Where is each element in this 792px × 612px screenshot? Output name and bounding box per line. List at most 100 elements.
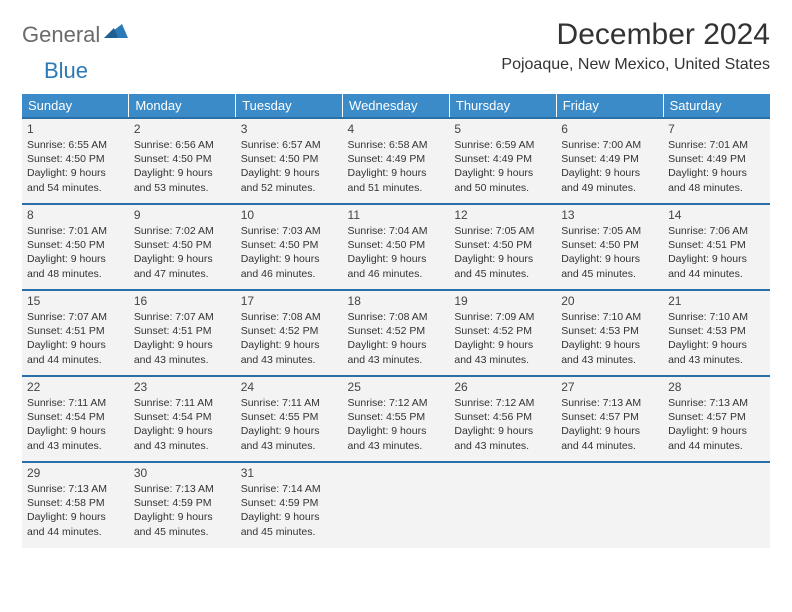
- daylight-line: Daylight: 9 hours and 53 minutes.: [134, 167, 213, 193]
- sunset-line: Sunset: 4:49 PM: [561, 153, 639, 165]
- sunset-line: Sunset: 4:59 PM: [241, 497, 319, 509]
- sunrise-line: Sunrise: 7:05 AM: [561, 225, 641, 237]
- sunset-line: Sunset: 4:58 PM: [27, 497, 105, 509]
- day-header: Saturday: [663, 94, 770, 118]
- day-number: 17: [241, 294, 338, 308]
- sunset-line: Sunset: 4:51 PM: [27, 325, 105, 337]
- daylight-line: Daylight: 9 hours and 43 minutes.: [134, 425, 213, 451]
- sunrise-line: Sunrise: 7:13 AM: [134, 483, 214, 495]
- day-number: 10: [241, 208, 338, 222]
- day-info: Sunrise: 7:14 AMSunset: 4:59 PMDaylight:…: [241, 482, 338, 539]
- daylight-line: Daylight: 9 hours and 44 minutes.: [668, 253, 747, 279]
- sunset-line: Sunset: 4:56 PM: [454, 411, 532, 423]
- sunset-line: Sunset: 4:50 PM: [241, 153, 319, 165]
- daylight-line: Daylight: 9 hours and 44 minutes.: [27, 511, 106, 537]
- day-number: 8: [27, 208, 124, 222]
- sunrise-line: Sunrise: 7:11 AM: [134, 397, 213, 409]
- sunset-line: Sunset: 4:52 PM: [241, 325, 319, 337]
- sunset-line: Sunset: 4:51 PM: [668, 239, 746, 251]
- day-number: 21: [668, 294, 765, 308]
- day-info: Sunrise: 7:07 AMSunset: 4:51 PMDaylight:…: [134, 310, 231, 367]
- sunrise-line: Sunrise: 7:01 AM: [27, 225, 107, 237]
- calendar-table: SundayMondayTuesdayWednesdayThursdayFrid…: [22, 94, 770, 548]
- sunset-line: Sunset: 4:49 PM: [454, 153, 532, 165]
- day-info: Sunrise: 6:58 AMSunset: 4:49 PMDaylight:…: [348, 138, 445, 195]
- day-number: 12: [454, 208, 551, 222]
- day-number: 16: [134, 294, 231, 308]
- calendar-week-row: 29Sunrise: 7:13 AMSunset: 4:58 PMDayligh…: [22, 462, 770, 548]
- day-number: 31: [241, 466, 338, 480]
- sunset-line: Sunset: 4:52 PM: [454, 325, 532, 337]
- sunrise-line: Sunrise: 7:08 AM: [241, 311, 321, 323]
- sunrise-line: Sunrise: 6:57 AM: [241, 139, 321, 151]
- daylight-line: Daylight: 9 hours and 43 minutes.: [668, 339, 747, 365]
- sunrise-line: Sunrise: 7:06 AM: [668, 225, 748, 237]
- sunrise-line: Sunrise: 7:08 AM: [348, 311, 428, 323]
- calendar-day-cell: 27 Sunrise: 7:13 AMSunset: 4:57 PMDayligh…: [556, 376, 663, 462]
- calendar-day-cell: 4 Sunrise: 6:58 AMSunset: 4:49 PMDaylight…: [343, 118, 450, 204]
- day-info: Sunrise: 7:11 AMSunset: 4:54 PMDaylight:…: [27, 396, 124, 453]
- day-info: Sunrise: 7:13 AMSunset: 4:59 PMDaylight:…: [134, 482, 231, 539]
- day-info: Sunrise: 7:00 AMSunset: 4:49 PMDaylight:…: [561, 138, 658, 195]
- day-number: 23: [134, 380, 231, 394]
- calendar-empty-cell: [556, 462, 663, 548]
- daylight-line: Daylight: 9 hours and 48 minutes.: [668, 167, 747, 193]
- daylight-line: Daylight: 9 hours and 44 minutes.: [27, 339, 106, 365]
- day-number: 2: [134, 122, 231, 136]
- day-number: 15: [27, 294, 124, 308]
- day-info: Sunrise: 7:08 AMSunset: 4:52 PMDaylight:…: [348, 310, 445, 367]
- calendar-week-row: 15 Sunrise: 7:07 AM Sunset: 4:51 PM Dayligh…: [22, 290, 770, 376]
- calendar-day-cell: 5Sunrise: 6:59 AMSunset: 4:49 PMDaylight…: [449, 118, 556, 204]
- sunrise-line: Sunrise: 7:02 AM: [134, 225, 214, 237]
- day-info: Sunrise: 6:56 AMSunset: 4:50 PMDaylight:…: [134, 138, 231, 195]
- day-info: Sunrise: 7:07 AM Sunset: 4:51 PM Daylight:…: [27, 310, 124, 367]
- day-info: Sunrise: 6:55 AMSunset: 4:50 PMDaylight:…: [27, 138, 124, 195]
- sunrise-line: Sunrise: 7:10 AM: [561, 311, 641, 323]
- calendar-week-row: 22 Sunrise: 7:11 AMSunset: 4:54 PMDayligh…: [22, 376, 770, 462]
- daylight-line: Daylight: 9 hours and 44 minutes.: [561, 425, 640, 451]
- daylight-line: Daylight: 9 hours and 43 minutes.: [561, 339, 640, 365]
- sunrise-line: Sunrise: 7:07 AM: [27, 311, 107, 323]
- sunset-line: Sunset: 4:50 PM: [134, 153, 212, 165]
- day-info: Sunrise: 7:10 AMSunset: 4:53 PMDaylight:…: [668, 310, 765, 367]
- sunrise-line: Sunrise: 7:10 AM: [668, 311, 748, 323]
- calendar-day-cell: 24Sunrise: 7:11 AMSunset: 4:55 PMDayligh…: [236, 376, 343, 462]
- daylight-line: Daylight: 9 hours and 47 minutes.: [134, 253, 213, 279]
- brand-logo: General: [22, 22, 128, 48]
- sunrise-line: Sunrise: 7:11 AM: [241, 397, 320, 409]
- brand-triangle-icon: [104, 22, 128, 43]
- calendar-day-cell: 13Sunrise: 7:05 AMSunset: 4:50 PMDayligh…: [556, 204, 663, 290]
- daylight-line: Daylight: 9 hours and 51 minutes.: [348, 167, 427, 193]
- day-number: 27: [561, 380, 658, 394]
- day-info: Sunrise: 7:05 AMSunset: 4:50 PMDaylight:…: [561, 224, 658, 281]
- sunrise-line: Sunrise: 7:04 AM: [348, 225, 428, 237]
- sunset-line: Sunset: 4:52 PM: [348, 325, 426, 337]
- day-number: 22: [27, 380, 124, 394]
- day-info: Sunrise: 7:09 AMSunset: 4:52 PMDaylight:…: [454, 310, 551, 367]
- day-number: 19: [454, 294, 551, 308]
- daylight-line: Daylight: 9 hours and 43 minutes.: [454, 425, 533, 451]
- calendar-day-cell: 10Sunrise: 7:03 AMSunset: 4:50 PMDayligh…: [236, 204, 343, 290]
- day-number: 7: [668, 122, 765, 136]
- daylight-line: Daylight: 9 hours and 50 minutes.: [454, 167, 533, 193]
- day-info: Sunrise: 7:13 AMSunset: 4:58 PMDaylight:…: [27, 482, 124, 539]
- day-info: Sunrise: 6:59 AMSunset: 4:49 PMDaylight:…: [454, 138, 551, 195]
- day-info: Sunrise: 7:12 AMSunset: 4:56 PMDaylight:…: [454, 396, 551, 453]
- calendar-day-cell: 19 Sunrise: 7:09 AMSunset: 4:52 PMDayligh…: [449, 290, 556, 376]
- day-info: Sunrise: 7:11 AMSunset: 4:55 PMDaylight:…: [241, 396, 338, 453]
- daylight-line: Daylight: 9 hours and 43 minutes.: [241, 339, 320, 365]
- day-info: Sunrise: 7:10 AMSunset: 4:53 PMDaylight:…: [561, 310, 658, 367]
- daylight-line: Daylight: 9 hours and 46 minutes.: [348, 253, 427, 279]
- daylight-line: Daylight: 9 hours and 45 minutes.: [134, 511, 213, 537]
- day-info: Sunrise: 7:02 AMSunset: 4:50 PMDaylight:…: [134, 224, 231, 281]
- daylight-line: Daylight: 9 hours and 45 minutes.: [454, 253, 533, 279]
- sunset-line: Sunset: 4:51 PM: [134, 325, 212, 337]
- sunrise-line: Sunrise: 7:05 AM: [454, 225, 534, 237]
- day-number: 25: [348, 380, 445, 394]
- sunset-line: Sunset: 4:50 PM: [241, 239, 319, 251]
- daylight-line: Daylight: 9 hours and 43 minutes.: [27, 425, 106, 451]
- day-number: 4: [348, 122, 445, 136]
- calendar-day-cell: 3Sunrise: 6:57 AMSunset: 4:50 PMDaylight…: [236, 118, 343, 204]
- day-info: Sunrise: 7:13 AMSunset: 4:57 PMDaylight:…: [561, 396, 658, 453]
- calendar-empty-cell: [449, 462, 556, 548]
